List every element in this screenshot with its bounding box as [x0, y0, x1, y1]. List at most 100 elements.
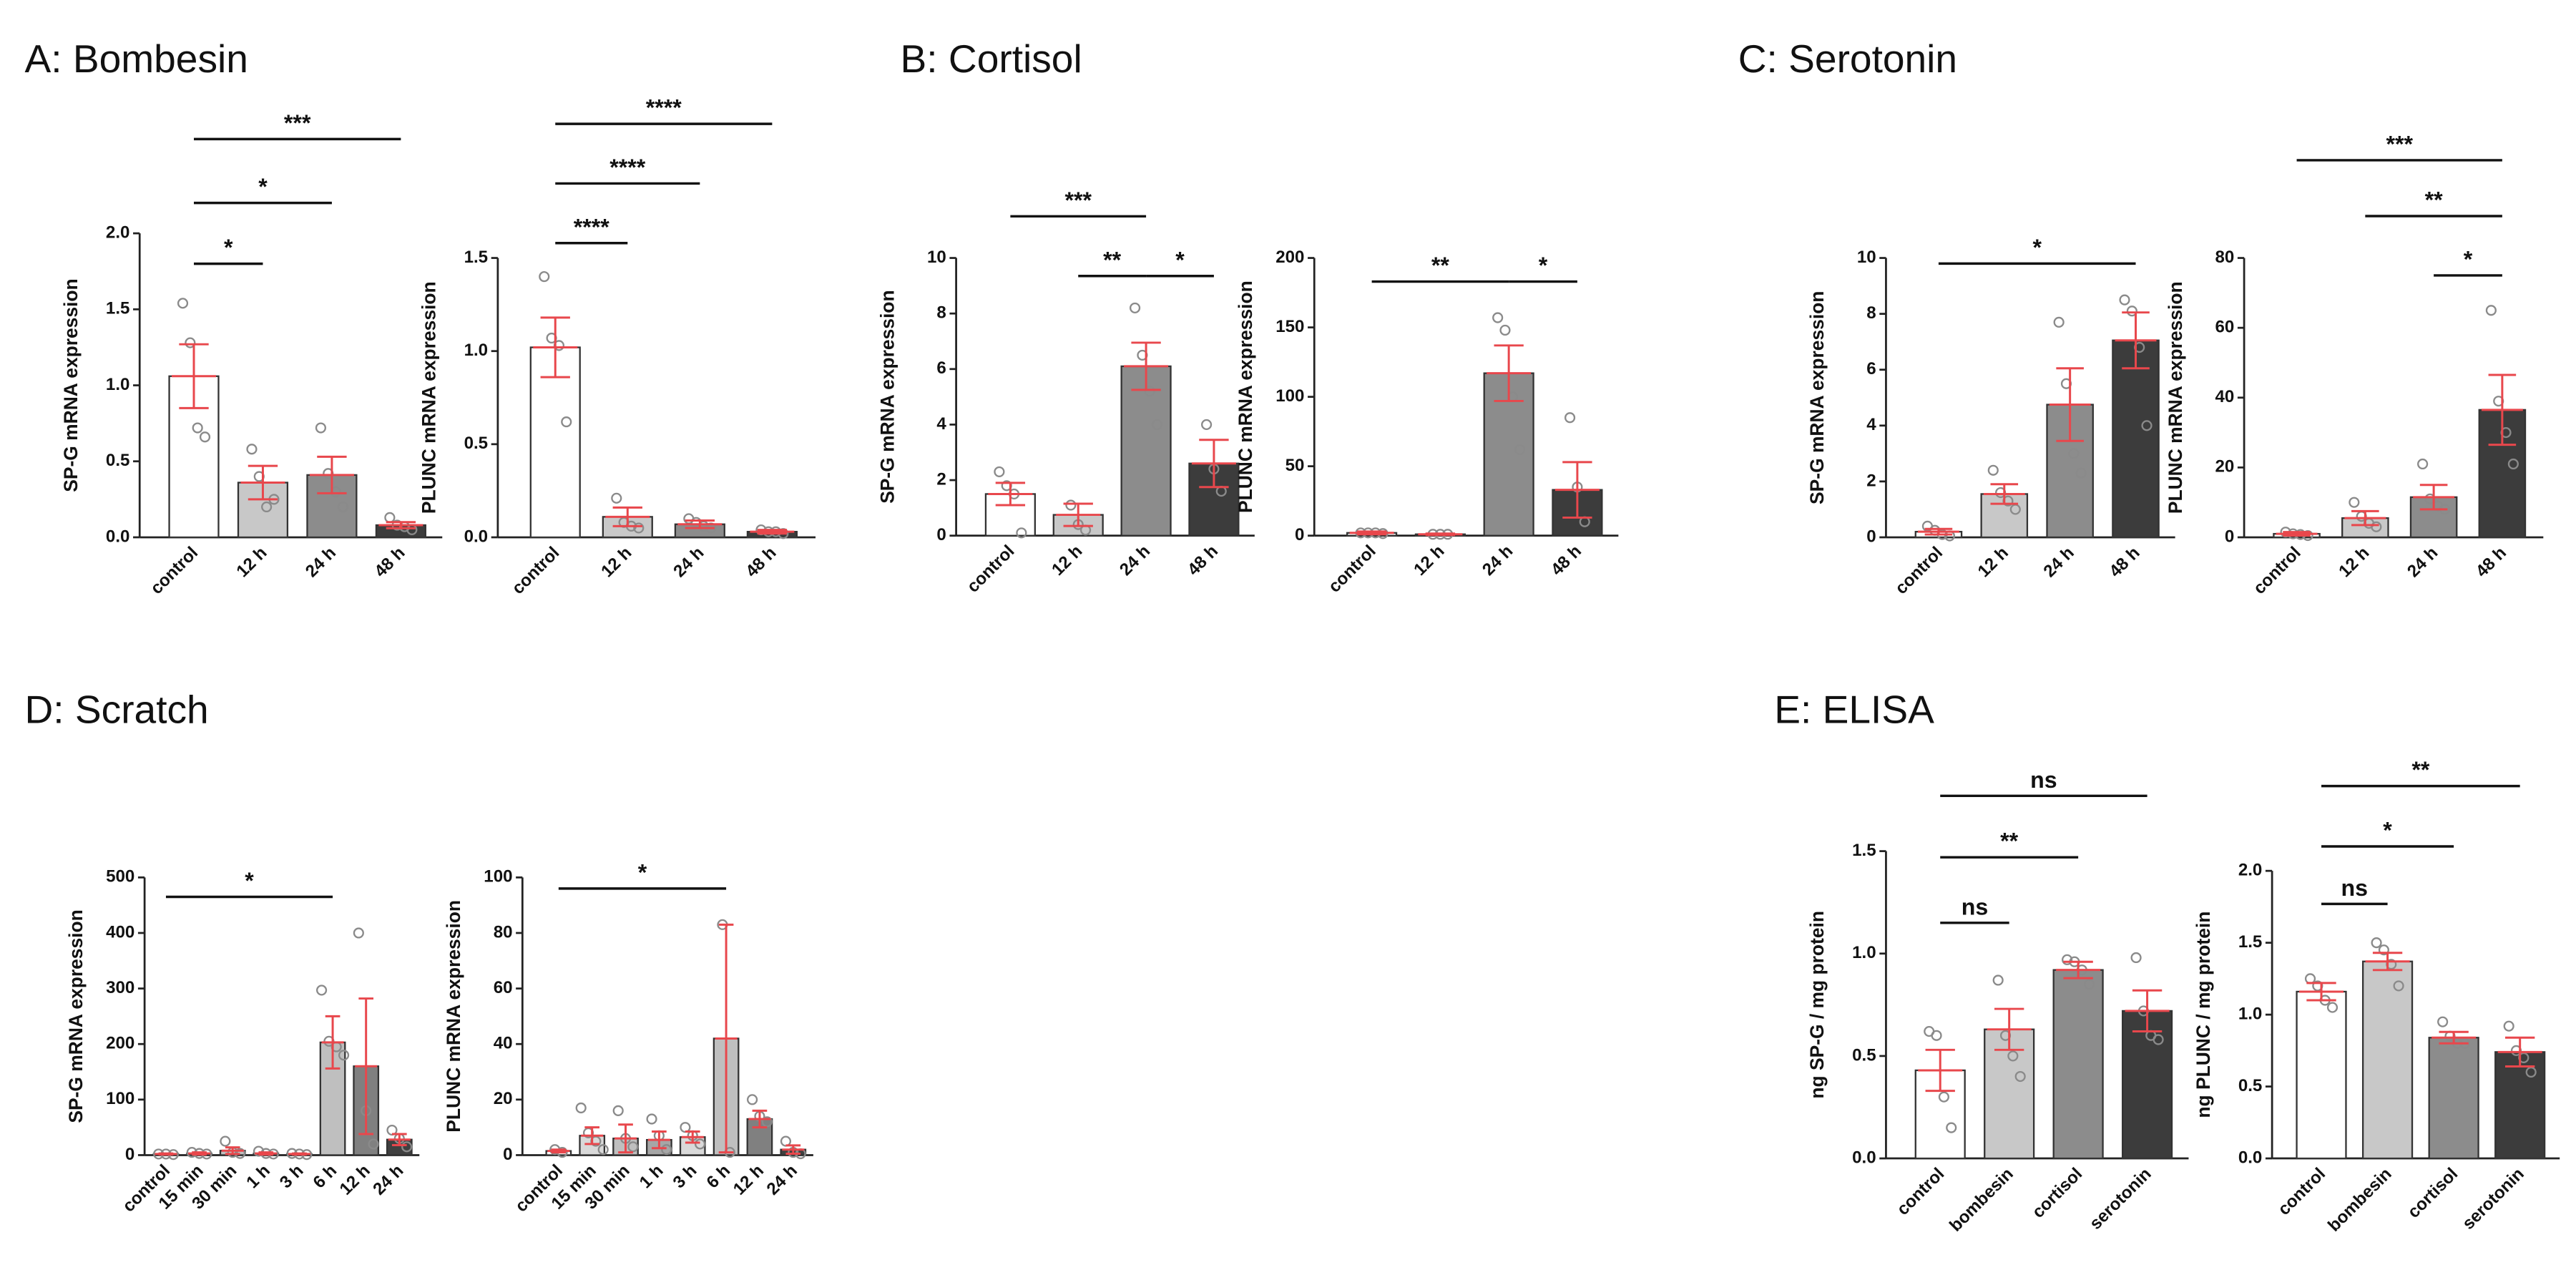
significance-label: **	[1431, 253, 1450, 278]
data-point	[315, 985, 328, 996]
x-tick-label: cortisol	[2404, 1164, 2462, 1222]
x-tick-label: control	[2274, 1164, 2329, 1219]
y-axis-label: SP-G mRNA expression	[65, 909, 87, 1123]
bar	[2494, 1051, 2546, 1160]
x-tick-label: 48 h	[1547, 542, 1585, 580]
y-tick-label: 10	[1857, 248, 1876, 267]
data-point	[661, 1144, 672, 1156]
x-tick-label: 24 h	[2040, 543, 2078, 581]
y-axis-label: SP-G mRNA expression	[60, 278, 82, 492]
data-point	[1514, 444, 1526, 455]
data-point	[177, 298, 189, 309]
error-bar	[2056, 960, 2101, 979]
data-point	[2503, 1020, 2514, 1032]
y-tick-label: 0.0	[2238, 1148, 2263, 1167]
significance-label: ***	[284, 110, 311, 136]
x-tick-label: control	[1325, 542, 1380, 597]
error-bar	[240, 464, 285, 501]
y-tick-label: 0.5	[106, 451, 130, 470]
error-bar	[2431, 1030, 2477, 1045]
y-tick-label: 2.0	[2238, 861, 2263, 880]
error-bar	[172, 343, 217, 409]
data-point	[2417, 458, 2429, 470]
y-tick-label: 0.0	[106, 527, 130, 546]
y-tick-label: 1.0	[2238, 1004, 2263, 1023]
error-bar	[1983, 483, 2025, 505]
data-point	[368, 1138, 379, 1150]
significance-label: ***	[1064, 187, 1092, 213]
data-point	[539, 271, 550, 283]
error-bar	[2413, 484, 2455, 511]
error-bar	[388, 1133, 411, 1146]
x-tick-label: 24 h	[2404, 543, 2442, 581]
data-point	[1152, 419, 1163, 431]
x-tick-label: 12 h	[1048, 542, 1086, 580]
data-point	[2014, 1070, 2026, 1083]
y-tick-label: 1.5	[1852, 841, 1876, 860]
data-point	[1564, 412, 1576, 424]
data-point	[561, 416, 572, 428]
significance-label: *	[258, 174, 268, 200]
y-tick-label: 100	[1275, 386, 1304, 406]
error-bar	[547, 1148, 570, 1154]
x-tick-label: 12 h	[1974, 543, 2012, 581]
y-tick-label: 0	[1295, 525, 1304, 544]
y-tick-label: 0	[2225, 527, 2234, 546]
y-tick-label: 0	[936, 525, 946, 544]
significance-label: *	[2464, 246, 2473, 272]
data-point	[2084, 979, 2095, 990]
error-bar	[1487, 344, 1532, 402]
y-tick-label: 500	[106, 867, 134, 886]
x-tick-label: serotonin	[2086, 1164, 2155, 1233]
data-point	[2153, 1034, 2164, 1045]
error-bar	[2115, 311, 2157, 370]
y-tick-label: 1.0	[1852, 943, 1876, 962]
data-point	[2393, 980, 2404, 992]
error-bar	[2497, 1036, 2542, 1068]
x-tick-label: 48 h	[742, 543, 780, 581]
error-bar	[309, 455, 354, 494]
data-point	[2371, 521, 2382, 532]
data-point	[612, 1105, 624, 1116]
data-point	[2068, 448, 2080, 459]
error-bar	[1987, 1007, 2032, 1051]
error-bar	[2299, 982, 2344, 1002]
error-bar	[1124, 341, 1169, 391]
significance-label: *	[1175, 247, 1185, 273]
x-tick-label: 24 h	[369, 1161, 407, 1199]
x-tick-label: 48 h	[2105, 543, 2143, 581]
data-point	[1492, 312, 1504, 323]
y-tick-label: 300	[106, 978, 134, 997]
error-bar	[2365, 952, 2410, 972]
y-tick-label: 0	[1866, 527, 1876, 546]
bar	[1120, 365, 1172, 537]
error-bar	[581, 1126, 604, 1145]
error-bar	[715, 923, 738, 1154]
y-tick-label: 1.0	[464, 341, 489, 360]
y-tick-label: 1.5	[2238, 932, 2263, 952]
subchart: PLUNC mRNA expression 0.0 0.5 1.0 1.5 control…	[418, 95, 816, 598]
y-axis-label: SP-G mRNA expression	[876, 290, 898, 503]
x-tick-label: control	[509, 543, 564, 598]
y-tick-label: 2	[1866, 471, 1876, 490]
y-tick-label: 0.0	[1852, 1148, 1876, 1167]
bar	[2296, 990, 2347, 1160]
error-bar	[988, 482, 1033, 507]
error-bar	[2481, 373, 2523, 446]
significance-label: ***	[2386, 131, 2413, 157]
data-point	[2349, 497, 2360, 508]
x-tick-label: 24 h	[302, 543, 340, 581]
y-tick-label: 200	[106, 1034, 134, 1053]
data-point	[633, 522, 645, 534]
y-tick-label: 0.5	[1852, 1045, 1876, 1065]
x-tick-label: 24 h	[763, 1161, 801, 1199]
data-point	[338, 1050, 350, 1061]
x-tick-label: 24 h	[670, 543, 707, 581]
error-bar	[782, 1144, 805, 1156]
y-tick-label: 50	[1285, 456, 1305, 475]
data-point	[401, 1141, 413, 1153]
data-point	[185, 337, 196, 348]
data-point	[2437, 1016, 2449, 1027]
data-point	[353, 927, 364, 939]
